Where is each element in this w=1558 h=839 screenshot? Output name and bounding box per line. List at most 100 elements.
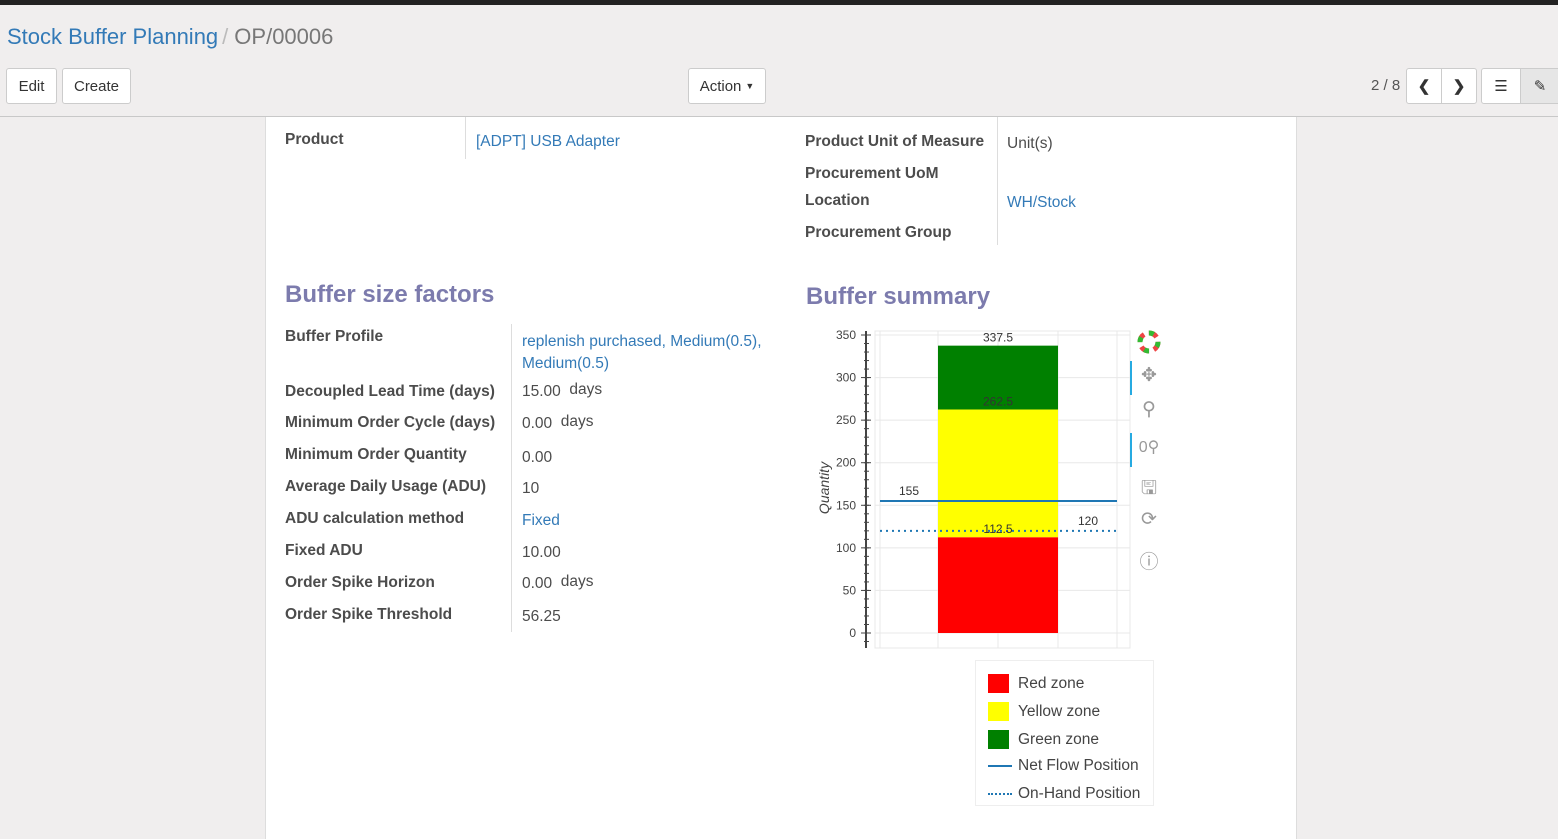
fixed-adu-label: Fixed ADU [285, 542, 363, 559]
form-view-icon: ✎ [1533, 78, 1547, 95]
legend-label: Net Flow Position [1018, 757, 1139, 774]
breadcrumb-current: OP/00006 [234, 24, 334, 49]
legend-label: Red zone [1018, 674, 1085, 692]
adu-label: Average Daily Usage (ADU) [285, 478, 486, 495]
y-tick-label: 150 [836, 498, 856, 512]
dlt-value: 15.00 [522, 383, 561, 400]
legend-net-flow: Net Flow Position [988, 757, 1139, 775]
spike-threshold-label: Order Spike Threshold [285, 606, 453, 623]
action-label: Action [699, 77, 742, 95]
buffer-profile-value: replenish purchased, Medium(0.5), [522, 333, 762, 350]
moc-value: 0.00 [522, 415, 553, 432]
location-field[interactable]: WH/Stock [1007, 194, 1076, 211]
y-tick-label: 250 [836, 413, 856, 427]
line-label: 155 [899, 484, 919, 498]
line-label: 120 [1078, 514, 1098, 528]
chevron-left-icon: ❮ [1417, 78, 1431, 95]
uom-field: Unit(s) [1007, 135, 1053, 152]
y-tick-label: 200 [836, 456, 856, 470]
dlt-unit: days [569, 381, 603, 398]
form-sheet [265, 117, 1297, 839]
moq-label: Minimum Order Quantity [285, 446, 467, 463]
reset-icon[interactable]: ⟳ [1141, 509, 1157, 530]
buffer-profile-label: Buffer Profile [285, 328, 384, 345]
wheel-zoom-icon[interactable]: 0⚲ [1138, 439, 1160, 456]
pager-value: 2 / 8 [1371, 77, 1401, 94]
help-icon[interactable]: ⓘ [1139, 552, 1159, 573]
bar-yellow-zone [938, 409, 1058, 538]
y-tick-label: 300 [836, 371, 856, 385]
bar-green-zone [938, 345, 1058, 410]
y-tick-label: 100 [836, 541, 856, 555]
y-axis-label: Quantity [816, 461, 832, 514]
legend-label: Green zone [1018, 730, 1099, 748]
legend-label: On-Hand Position [1018, 785, 1141, 802]
divider [511, 324, 512, 632]
moq-value: 0.00 [522, 449, 553, 466]
bar-label: 262.5 [983, 395, 1013, 409]
save-icon[interactable]: 🖫 [1140, 478, 1158, 499]
moc-unit: days [560, 413, 594, 430]
spike-horizon-value: 0.00 [522, 575, 553, 592]
list-view-button[interactable]: ☰ [1481, 68, 1521, 104]
pager-previous-button[interactable]: ❮ [1406, 68, 1442, 104]
chart-legend: Red zone Yellow zone Green zone Net Flow… [975, 660, 1154, 806]
adu-method-label: ADU calculation method [285, 510, 465, 527]
active-tool-indicator [1130, 433, 1132, 467]
plot-frame [874, 330, 1131, 649]
procurement-group-label: Procurement Group [805, 224, 952, 241]
pan-icon[interactable]: ✥ [1141, 365, 1157, 386]
bar-label: 337.5 [983, 331, 1013, 345]
form-view-button[interactable]: ✎ [1520, 68, 1558, 104]
product-field[interactable]: [ADPT] USB Adapter [476, 133, 620, 150]
chevron-right-icon: ❯ [1452, 78, 1466, 95]
buffer-profile-field[interactable]: replenish purchased, Medium(0.5), Medium(… [522, 331, 762, 375]
location-label: Location [805, 192, 870, 209]
green-swatch [988, 730, 1009, 749]
adu-value: 10 [522, 480, 540, 497]
divider [997, 117, 998, 245]
buffer-profile-value-cont: Medium(0.5) [522, 355, 609, 372]
pager-next-button[interactable]: ❯ [1441, 68, 1477, 104]
legend-label: Yellow zone [1018, 702, 1101, 720]
active-tool-indicator [1130, 361, 1132, 395]
bar-red-zone [938, 537, 1058, 633]
yellow-swatch [988, 702, 1009, 721]
moc-field: 0.00 days [522, 413, 594, 433]
divider [465, 117, 466, 159]
procurement-uom-label: Procurement UoM [805, 165, 939, 182]
create-button[interactable]: Create [62, 68, 131, 104]
legend-red-zone: Red zone [988, 674, 1084, 693]
spike-horizon-unit: days [560, 573, 594, 590]
breadcrumb-separator: / [222, 24, 229, 49]
caret-down-icon: ▼ [745, 81, 755, 91]
spike-threshold-value: 56.25 [522, 608, 561, 625]
spike-horizon-label: Order Spike Horizon [285, 574, 435, 591]
moc-label: Minimum Order Cycle (days) [285, 414, 496, 431]
y-tick-label: 350 [836, 328, 856, 342]
y-tick-label: 50 [843, 583, 857, 597]
edit-button[interactable]: Edit [6, 68, 57, 104]
buffer-chart[interactable]: Quantity 0 50 100 150 200 250 300 350 155 120 112.… [805, 325, 1135, 655]
uom-label: Product Unit of Measure [805, 133, 985, 150]
solid-line-swatch [988, 765, 1012, 767]
breadcrumb: Stock Buffer Planning / OP/00006 [7, 24, 333, 50]
legend-on-hand: On-Hand Position [988, 785, 1140, 803]
box-zoom-icon[interactable]: ⚲ [1142, 399, 1156, 420]
legend-green-zone: Green zone [988, 730, 1099, 749]
y-tick-label: 0 [849, 626, 856, 640]
list-view-icon: ☰ [1494, 78, 1508, 95]
action-dropdown[interactable]: Action ▼ [688, 68, 766, 104]
fixed-adu-value: 10.00 [522, 544, 561, 561]
red-swatch [988, 674, 1009, 693]
dlt-field: 15.00 days [522, 381, 603, 401]
bokeh-logo-icon[interactable] [1137, 330, 1161, 354]
spike-horizon-field: 0.00 days [522, 573, 594, 593]
legend-yellow-zone: Yellow zone [988, 702, 1100, 721]
breadcrumb-parent[interactable]: Stock Buffer Planning [7, 24, 219, 49]
adu-method-field[interactable]: Fixed [522, 512, 560, 529]
control-panel: Stock Buffer Planning / OP/00006 Edit Crea… [0, 5, 1558, 117]
buffer-size-factors-title: Buffer size factors [285, 281, 495, 308]
product-label: Product [285, 131, 344, 148]
buffer-summary-title: Buffer summary [806, 283, 991, 310]
